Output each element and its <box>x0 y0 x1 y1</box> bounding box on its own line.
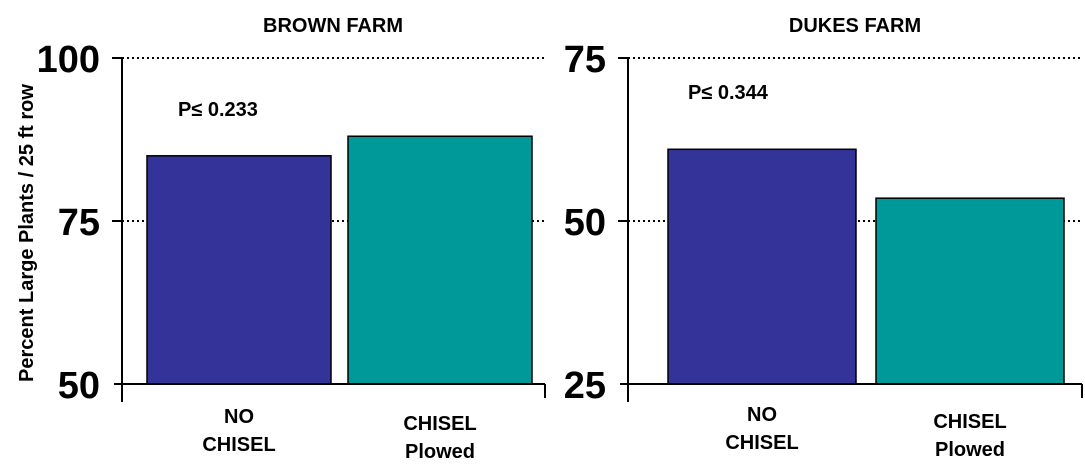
brown-bar-no-chisel <box>146 155 332 385</box>
brown-category-label-no-chisel: NO CHISEL <box>202 406 275 456</box>
brown-farm-panel: BROWN FARM 50 75 100 NO CHISEL CHISEL Plowed P≤ … <box>37 15 546 463</box>
dukes-category-label-chisel-plowed: CHISEL Plowed <box>933 411 1006 461</box>
dukes-farm-panel: DUKES FARM 25 50 75 NO CHISEL CHISEL Plowed P≤ 0… <box>564 15 1083 461</box>
brown-y-tick-label: 100 <box>37 39 100 81</box>
dukes-category-label-no-chisel: NO CHISEL <box>725 404 798 454</box>
dukes-y-tick-label: 25 <box>564 365 606 407</box>
brown-y-tick-label: 75 <box>58 202 100 244</box>
brown-bar-chisel-plowed <box>347 135 533 385</box>
dukes-y-tick-label: 50 <box>564 202 606 244</box>
brown-y-tick-label: 50 <box>58 365 100 407</box>
brown-chart-title: BROWN FARM <box>263 15 403 37</box>
y-axis-label: Percent Large Plants / 25 ft row <box>16 84 38 382</box>
dukes-bar-no-chisel <box>667 148 857 385</box>
dukes-bar-chisel-plowed <box>875 197 1065 385</box>
brown-category-label-chisel-plowed: CHISEL Plowed <box>403 413 476 463</box>
brown-p-value-annotation: P≤ 0.233 <box>178 99 258 121</box>
dukes-p-value-annotation: P≤ 0.344 <box>688 82 769 104</box>
dukes-chart-title: DUKES FARM <box>789 15 921 37</box>
dukes-y-tick-label: 75 <box>564 39 606 81</box>
